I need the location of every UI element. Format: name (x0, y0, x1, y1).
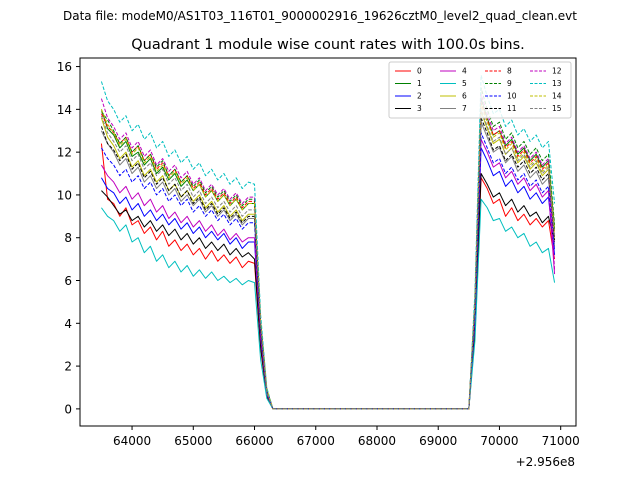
legend-label-7: 7 (462, 104, 467, 113)
y-axis: 0 2 4 6 8 10 12 14 16 (57, 60, 80, 416)
x-offset-label: +2.956e8 (516, 455, 575, 469)
legend-label-2: 2 (417, 92, 422, 101)
chart-suptitle: Data file: modeM0/AS1T03_116T01_90000029… (63, 9, 577, 23)
x-tick-label: 64000 (113, 434, 151, 448)
legend-label-4: 4 (462, 67, 467, 76)
series-line-15 (100, 108, 556, 410)
legend-label-8: 8 (507, 67, 512, 76)
y-tick-label: 4 (64, 317, 72, 331)
y-tick-label: 8 (64, 231, 72, 245)
chart-title: Quadrant 1 module wise count rates with … (131, 37, 525, 53)
y-tick-label: 16 (57, 60, 72, 74)
y-tick-label: 10 (57, 188, 72, 202)
y-tick-label: 0 (64, 402, 72, 416)
y-tick-label: 6 (64, 274, 72, 288)
y-tick-label: 12 (57, 146, 72, 160)
axes-frame (79, 57, 577, 427)
legend-label-14: 14 (552, 92, 562, 101)
legend-label-13: 13 (552, 79, 562, 88)
plot-area (79, 57, 577, 427)
x-tick-label: 66000 (235, 434, 273, 448)
x-tick-label: 69000 (419, 434, 457, 448)
legend-label-9: 9 (507, 79, 512, 88)
legend-box (388, 61, 572, 119)
y-tick-label: 2 (64, 360, 72, 374)
x-tick-label: 71000 (542, 434, 580, 448)
legend-label-0: 0 (417, 67, 422, 76)
legend-label-15: 15 (552, 104, 562, 113)
legend-label-12: 12 (552, 67, 562, 76)
x-tick-label: 67000 (297, 434, 335, 448)
x-tick-label: 70000 (480, 434, 518, 448)
legend-label-6: 6 (462, 92, 467, 101)
y-tick-label: 14 (57, 103, 72, 117)
legend-label-10: 10 (507, 92, 517, 101)
legend-label-1: 1 (417, 79, 422, 88)
legend-label-11: 11 (507, 104, 517, 113)
legend-label-3: 3 (417, 104, 422, 113)
x-axis: 64000 65000 66000 67000 68000 69000 70000 71000 (113, 426, 580, 448)
x-tick-label: 68000 (358, 434, 396, 448)
x-tick-label: 65000 (174, 434, 212, 448)
legend-label-5: 5 (462, 79, 467, 88)
series-line-10 (100, 132, 556, 410)
series-layer (100, 74, 556, 410)
